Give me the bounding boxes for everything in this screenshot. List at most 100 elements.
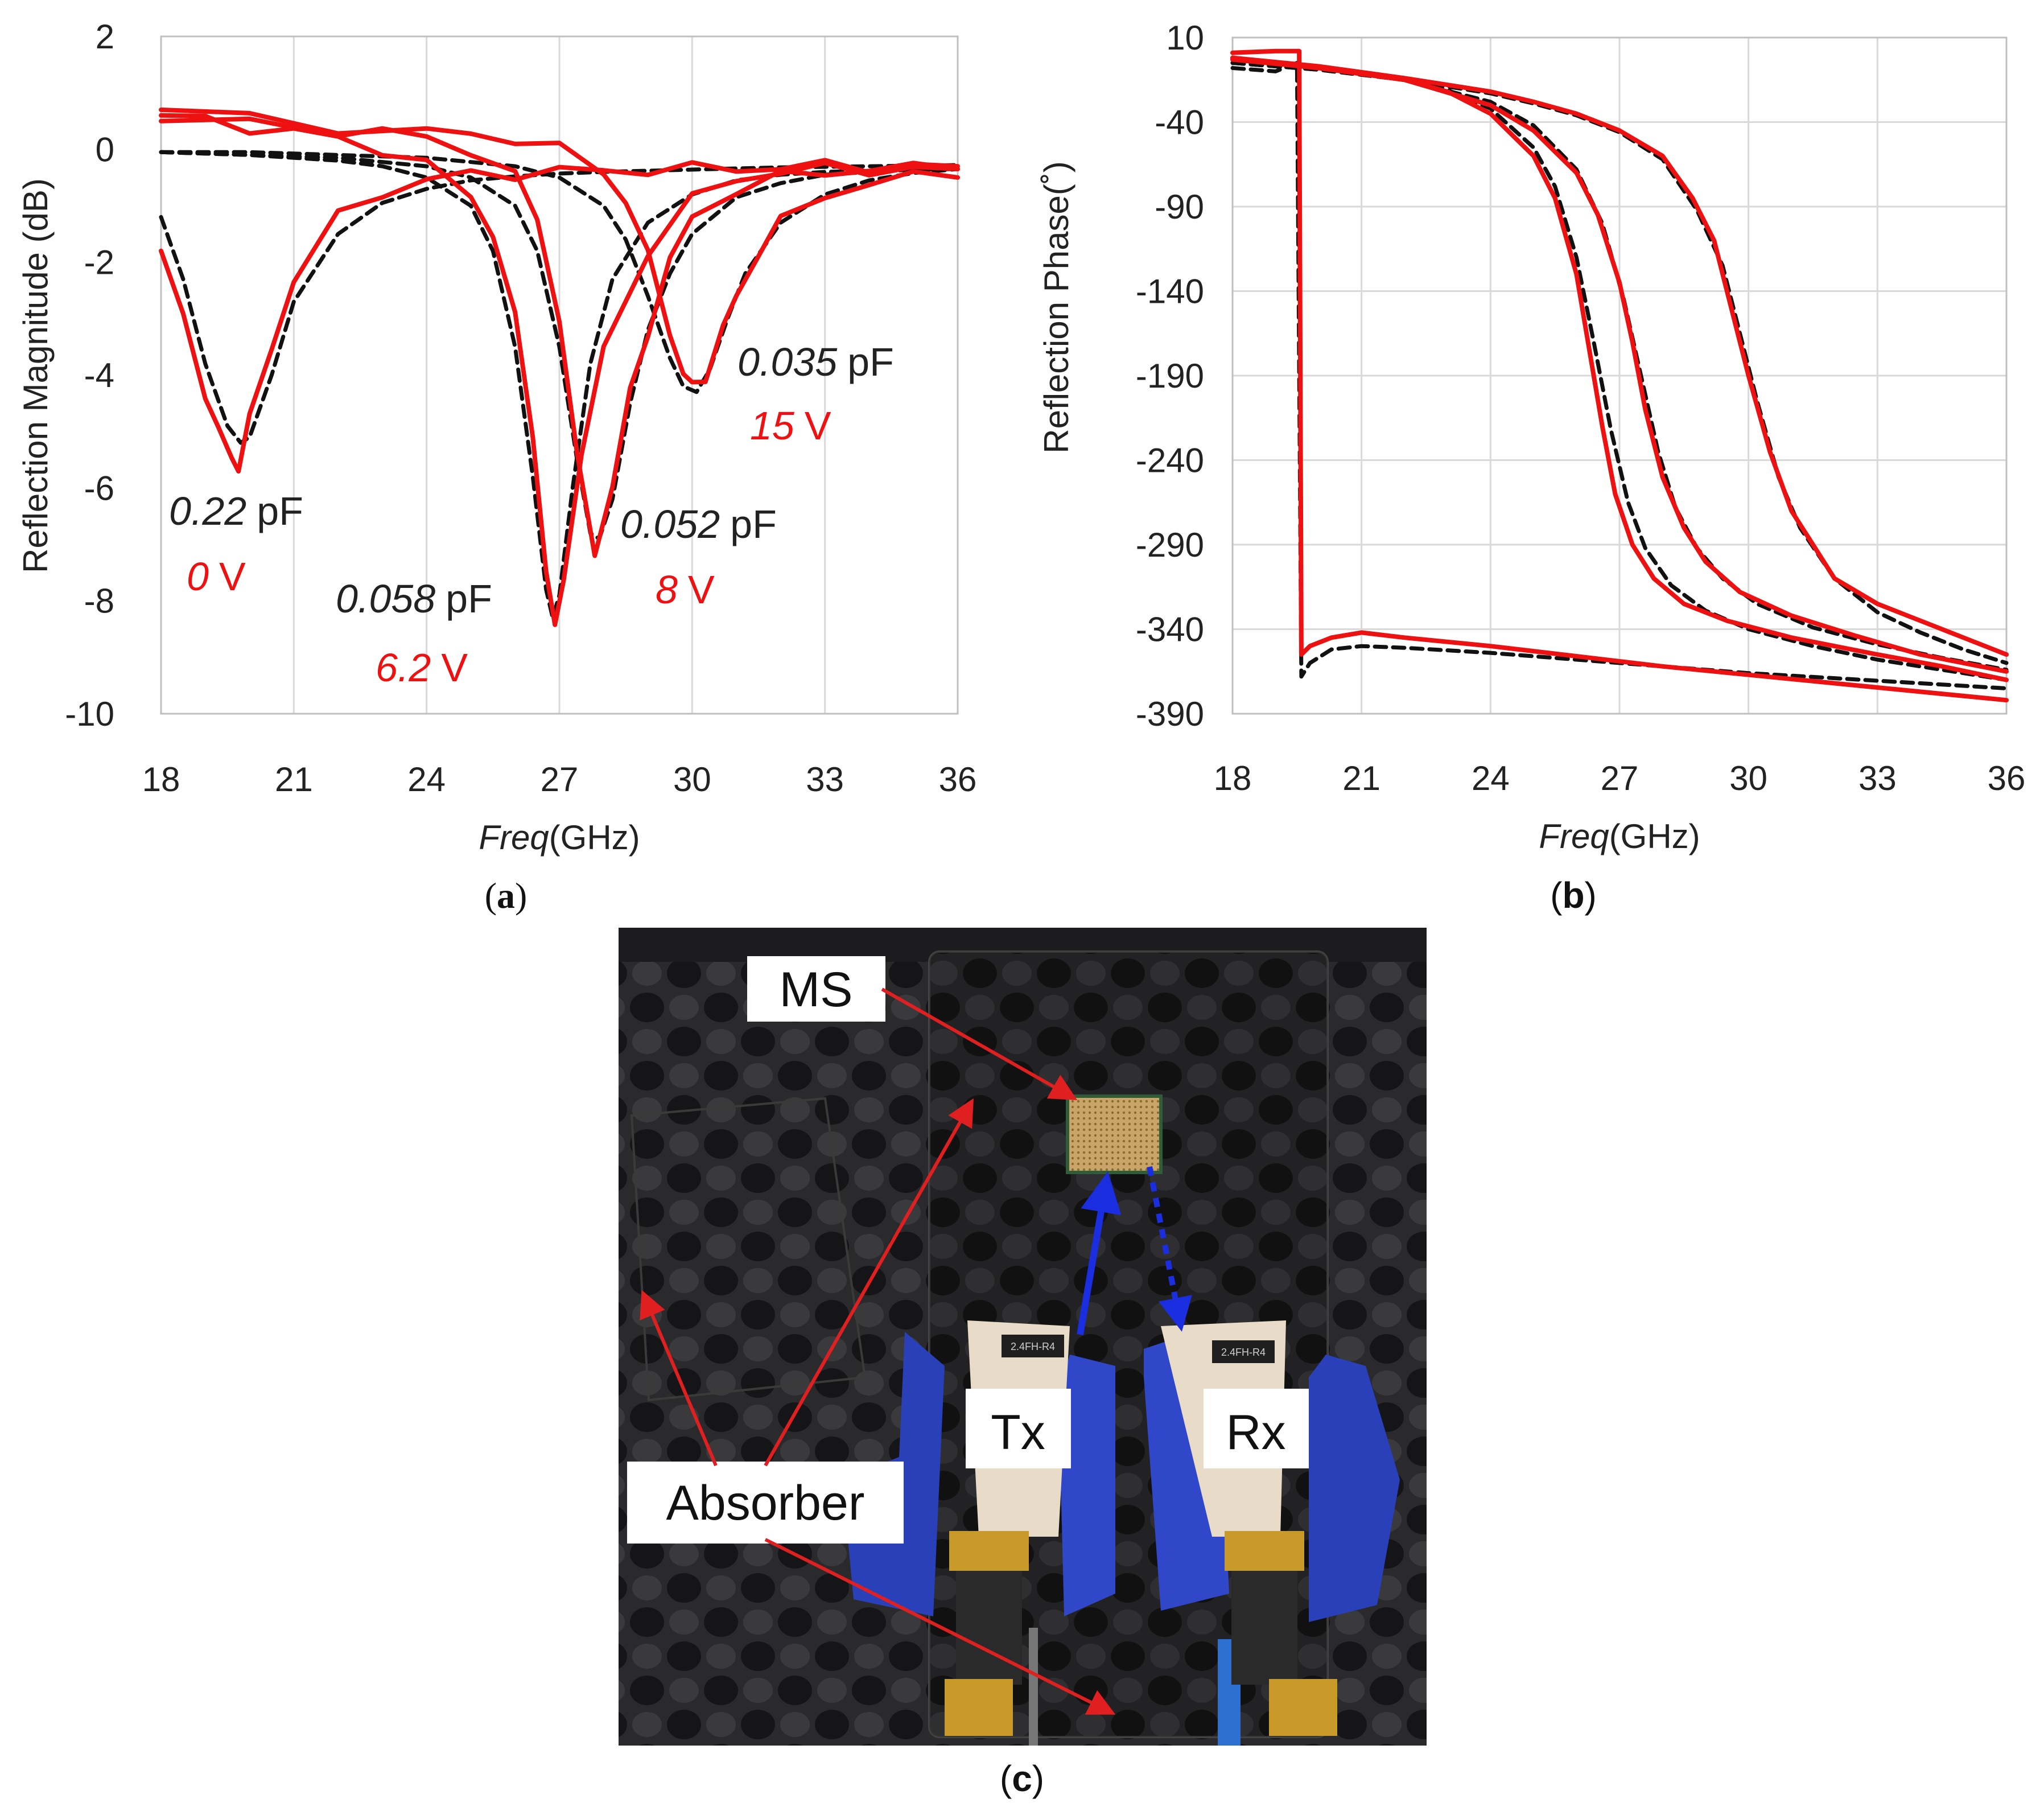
absorber-arrow-panel bbox=[764, 1098, 974, 1467]
y-axis-label: Reflection Magnitude (dB) bbox=[17, 178, 55, 573]
series-line-8-v-measured bbox=[1230, 55, 2009, 674]
x-tick-label: 24 bbox=[407, 760, 446, 799]
series-line-8-v-measured bbox=[159, 116, 960, 558]
series-line-15-v-measured bbox=[159, 107, 960, 385]
series-line-8-v-simulated bbox=[1230, 61, 2009, 672]
y-axis-label: Reflection Phase(˚) bbox=[1037, 161, 1075, 454]
volt-unit: V bbox=[441, 645, 468, 690]
series-group bbox=[1230, 48, 2009, 703]
svg-text:8V: 8V bbox=[656, 567, 715, 612]
caption-b: (b) bbox=[1550, 875, 1597, 916]
metasurface-sample bbox=[1066, 1094, 1163, 1174]
cap-value: 0.22 bbox=[169, 489, 246, 533]
x-tick-label: 21 bbox=[275, 760, 313, 799]
absorber-arrow-left bbox=[640, 1290, 718, 1467]
volt-value: 8 bbox=[656, 567, 678, 612]
svg-text:6.2V: 6.2 V bbox=[376, 645, 468, 690]
phase-chart: 18 21 24 27 30 33 36 10 -40 -90 -140 -190 -240 -290 -… bbox=[1037, 19, 2025, 855]
tx-label: Tx bbox=[966, 1389, 1071, 1468]
y-tick-label: -240 bbox=[1136, 442, 1204, 480]
x-tick-labels: 18 21 24 27 30 33 36 bbox=[142, 760, 977, 799]
x-tick-label: 30 bbox=[673, 760, 711, 799]
y-tick-labels: 10 -40 -90 -140 -190 -240 -290 -340 -390 bbox=[1136, 19, 1204, 733]
y-tick-label: -390 bbox=[1136, 695, 1204, 733]
x-tick-label: 36 bbox=[939, 760, 977, 799]
cap-value: 0.052 bbox=[620, 502, 720, 546]
cap-unit: pF bbox=[730, 502, 777, 546]
svg-text:0V: 0V bbox=[187, 554, 246, 599]
x-tick-label: 27 bbox=[541, 760, 579, 799]
annotation-15v: 0.035 pF 15 V bbox=[737, 340, 894, 448]
tx-horn-antenna: 2.4FH-R4 bbox=[842, 1320, 1115, 1736]
y-tick-label: -290 bbox=[1136, 526, 1204, 564]
x-tick-labels: 18 21 24 27 30 33 36 bbox=[1214, 759, 2026, 797]
cap-value: 0.035 bbox=[737, 340, 838, 384]
x-tick-label: 18 bbox=[142, 760, 180, 799]
y-tick-label: -10 bbox=[65, 695, 114, 733]
x-tick-label: 21 bbox=[1342, 759, 1380, 797]
svg-text:2.4FH-R4: 2.4FH-R4 bbox=[1221, 1347, 1266, 1358]
volt-unit: V bbox=[688, 567, 715, 612]
x-tick-label: 27 bbox=[1601, 759, 1639, 797]
rx-label: Rx bbox=[1204, 1389, 1309, 1468]
y-tick-label: -190 bbox=[1136, 357, 1204, 395]
y-tick-label: -90 bbox=[1155, 188, 1204, 226]
x-tick-label: 24 bbox=[1472, 759, 1510, 797]
series-line-15-v-measured bbox=[1230, 55, 2009, 657]
x-tick-label: 36 bbox=[1988, 759, 2026, 797]
volt-value: 15 bbox=[750, 404, 795, 448]
x-tick-label: 30 bbox=[1729, 759, 1767, 797]
y-tick-label: 10 bbox=[1166, 19, 1204, 57]
series-line-0-v-measured bbox=[1230, 48, 2009, 703]
cap-unit: pF bbox=[257, 489, 303, 533]
plot-area bbox=[160, 35, 959, 715]
y-tick-label: -340 bbox=[1136, 611, 1204, 649]
x-axis-label: Freq(GHz) bbox=[479, 818, 640, 857]
volt-unit: V bbox=[219, 554, 246, 599]
x-axis-label: Freq(GHz) bbox=[1539, 817, 1700, 855]
svg-text:Absorber: Absorber bbox=[666, 1476, 865, 1530]
volt-value: 6.2 bbox=[376, 645, 431, 690]
absorber-arrow-bottom bbox=[764, 1538, 1116, 1715]
post bbox=[1029, 1628, 1038, 1746]
measurement-setup-photo: 2.4FH-R4 2.4FH-R4 MS Absorber bbox=[619, 928, 1427, 1746]
caption-c: (c) bbox=[1000, 1758, 1044, 1799]
svg-text:MS: MS bbox=[780, 962, 853, 1017]
volt-unit: V bbox=[805, 404, 831, 448]
caption-a: (a) bbox=[485, 875, 528, 916]
absorber-label: Absorber bbox=[627, 1462, 904, 1544]
x-tick-label: 33 bbox=[806, 760, 844, 799]
plot-area bbox=[1231, 36, 2008, 715]
y-tick-label: -6 bbox=[84, 469, 114, 507]
magnitude-chart: 18 21 24 27 30 33 36 2 0 -2 -4 -6 -8 -10 Reflection … bbox=[17, 18, 976, 857]
y-tick-label: -2 bbox=[84, 244, 114, 282]
series-line-0-v-measured bbox=[159, 158, 960, 474]
svg-text:Tx: Tx bbox=[991, 1405, 1045, 1460]
y-tick-label: -140 bbox=[1136, 273, 1204, 311]
cap-value: 0.058 bbox=[336, 577, 435, 621]
y-tick-labels: 2 0 -2 -4 -6 -8 -10 bbox=[65, 18, 114, 733]
ms-label: MS bbox=[747, 956, 885, 1022]
cap-unit: pF bbox=[847, 340, 894, 384]
grid bbox=[292, 36, 826, 714]
x-tick-label: 33 bbox=[1858, 759, 1897, 797]
series-group bbox=[159, 107, 960, 627]
svg-text:Rx: Rx bbox=[1226, 1405, 1285, 1460]
reflected-wave-arrow bbox=[1147, 1166, 1192, 1332]
svg-text:15V: 15 V bbox=[750, 404, 831, 448]
incident-wave-arrow bbox=[1077, 1171, 1122, 1336]
cap-unit: pF bbox=[446, 577, 492, 621]
annotation-6v2: 0.058 pF 6.2 V bbox=[336, 577, 492, 690]
series-line-0-v-simulated bbox=[1230, 61, 2009, 690]
grid bbox=[1233, 38, 2006, 714]
y-tick-label: -8 bbox=[84, 582, 114, 620]
x-tick-label: 18 bbox=[1214, 759, 1252, 797]
y-tick-label: -40 bbox=[1155, 104, 1204, 142]
